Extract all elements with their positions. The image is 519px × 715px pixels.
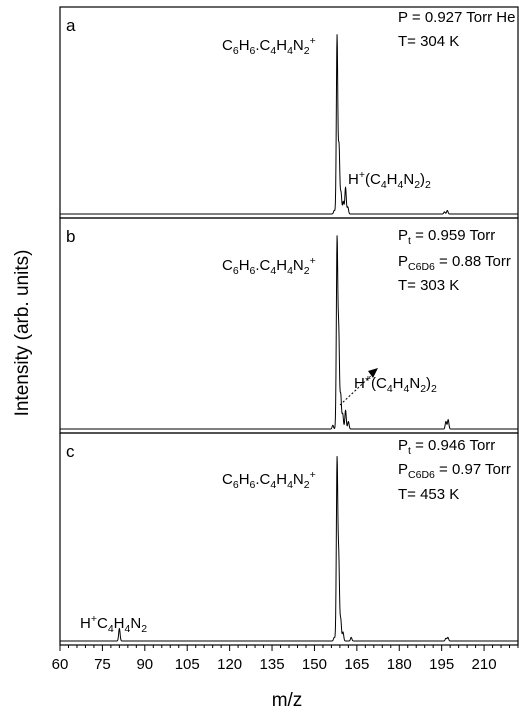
x-tick-label: 60 <box>52 656 69 673</box>
condition-text: Pt = 0.946 Torr <box>398 437 495 457</box>
peak-label: C6H6.C4H4N2+ <box>222 469 316 491</box>
panel-b: b Pt = 0.959 Torr PC6D6 = 0.88 Torr T= 303 … <box>59 217 519 434</box>
spectrum-trace <box>59 455 519 642</box>
x-tick-label: 150 <box>302 656 327 673</box>
panel-frame <box>59 217 519 434</box>
x-tick-label: 165 <box>344 656 369 673</box>
panel-label: a <box>66 16 76 35</box>
condition-text: PC6D6 = 0.88 Torr <box>398 253 511 273</box>
y-axis-title: Intensity (arb. units) <box>12 250 33 417</box>
x-tick-label: 75 <box>94 656 111 673</box>
x-tick-label: 90 <box>136 656 153 673</box>
condition-text: T= 303 K <box>398 277 459 294</box>
condition-text: T= 453 K <box>398 486 459 503</box>
x-axis-ticks: 60 75 90 105 120 135 150 165 180 195 210 <box>52 645 519 673</box>
x-axis-title: m/z <box>272 690 303 711</box>
annotation-arrow-line <box>339 371 376 406</box>
x-tick-label: 180 <box>387 656 412 673</box>
panel-c: c Pt = 0.946 Torr PC6D6 = 0.97 Torr T= 453 … <box>59 432 519 646</box>
x-tick-label: 105 <box>175 656 200 673</box>
annotation-arrow-head <box>368 368 378 378</box>
condition-text: Pt = 0.959 Torr <box>398 227 495 247</box>
spectrum-trace <box>59 235 519 430</box>
panel-frame <box>59 432 519 646</box>
x-tick-label: 210 <box>472 656 497 673</box>
condition-text: P = 0.927 Torr He <box>398 9 515 26</box>
x-tick-label: 120 <box>217 656 242 673</box>
peak-label: H+C4H4N2 <box>80 613 147 635</box>
x-tick-label: 135 <box>260 656 285 673</box>
condition-text: T= 304 K <box>398 33 459 50</box>
spectrum-trace <box>59 34 519 215</box>
x-tick-label: 195 <box>429 656 454 673</box>
peak-label: H+(C4H4N2)2 <box>348 169 431 191</box>
panel-a: a P = 0.927 Torr He T= 304 K C6H6.C4H4N2+ H+… <box>59 6 519 219</box>
spectrum-panels: a P = 0.927 Torr He T= 304 K C6H6.C4H4N2+ H+… <box>59 6 519 646</box>
peak-label: H+(C4H4N2)2 <box>354 373 437 395</box>
peak-label: C6H6.C4H4N2+ <box>222 255 316 277</box>
condition-text: PC6D6 = 0.97 Torr <box>398 461 511 481</box>
panel-label: b <box>66 227 75 246</box>
panel-label: c <box>66 442 75 461</box>
peak-label: C6H6.C4H4N2+ <box>222 35 316 57</box>
